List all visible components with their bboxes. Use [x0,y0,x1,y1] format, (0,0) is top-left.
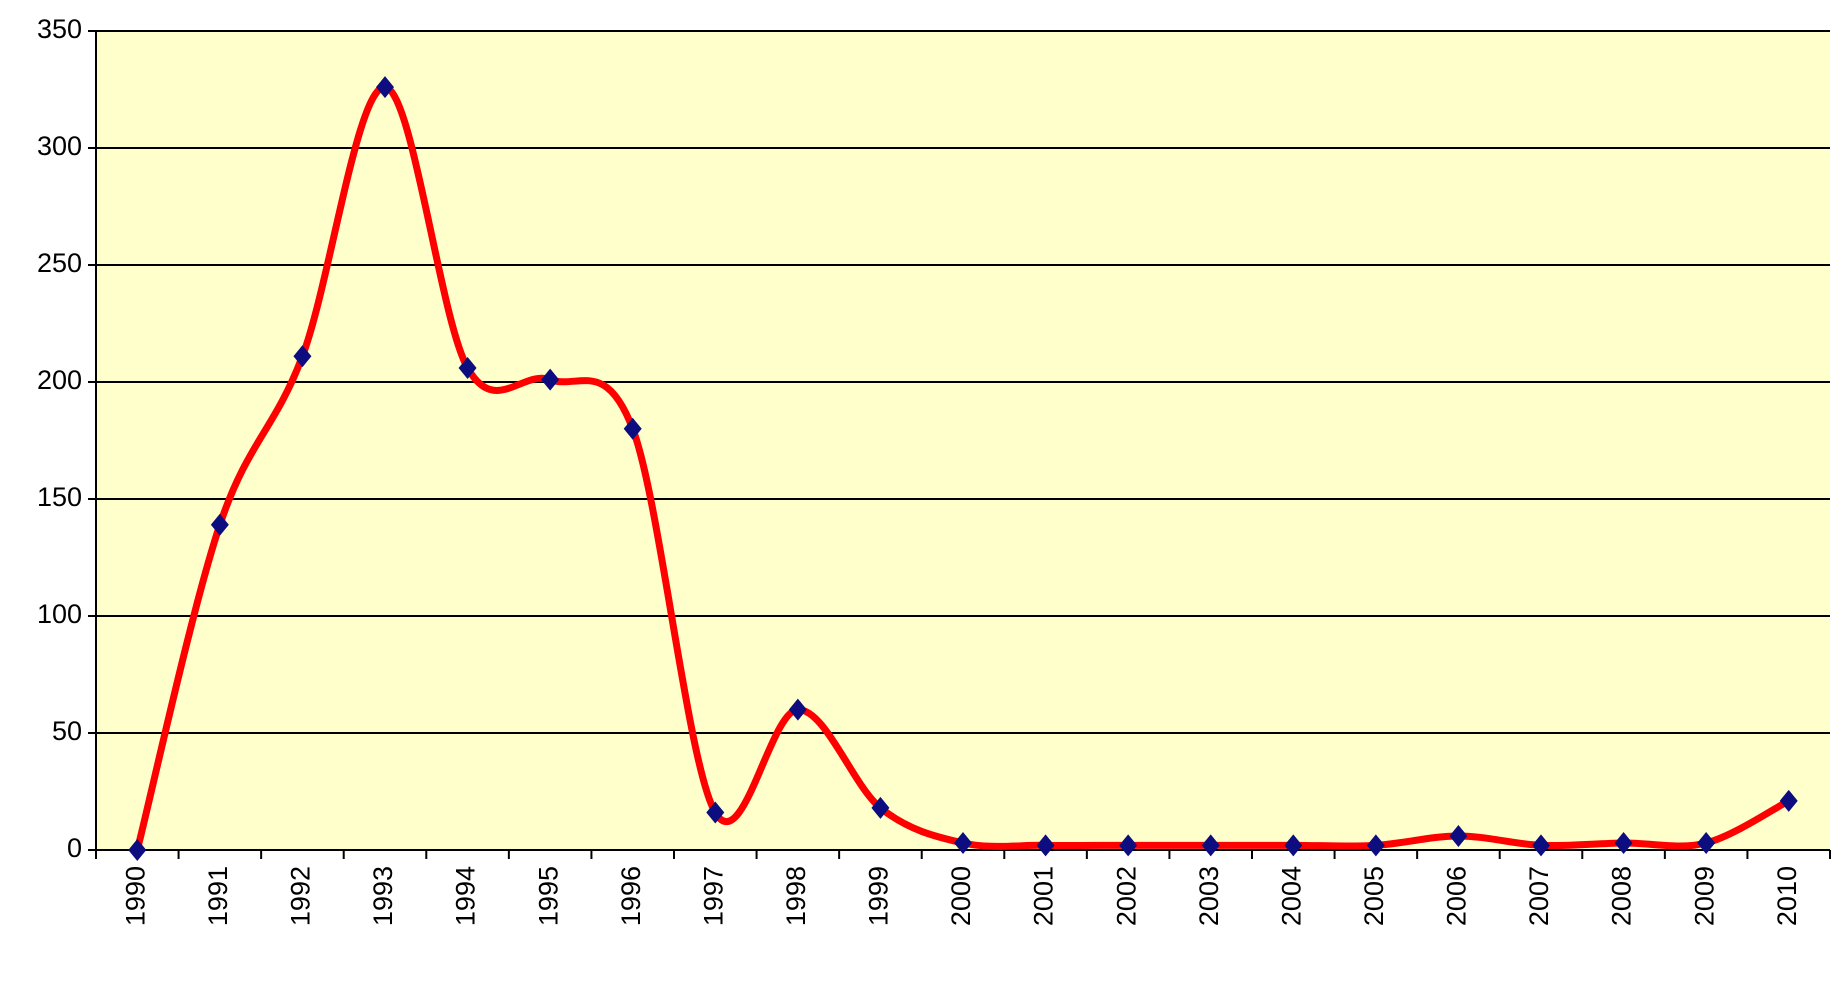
marker [1119,834,1138,857]
x-tick-label: 1991 [203,866,233,926]
x-tick-label: 1998 [781,866,811,926]
marker [623,417,642,440]
marker [871,796,890,819]
marker [1779,789,1798,812]
marker [458,356,477,379]
marker [1697,831,1716,854]
x-tick-label: 1993 [368,866,398,926]
marker [1366,834,1385,857]
x-tick-label: 2007 [1524,866,1554,926]
x-tick-label: 2000 [946,866,976,926]
y-tick-label: 50 [52,716,82,746]
y-tick-label: 100 [37,599,82,629]
marker [1449,824,1468,847]
x-tick-label: 1994 [451,866,481,926]
x-tick-label: 2005 [1359,866,1389,926]
y-tick-label: 200 [37,365,82,395]
x-tick-label: 1992 [286,866,316,926]
x-tick-label: 1995 [533,866,563,926]
x-tick-label: 2006 [1442,866,1472,926]
marker [1036,834,1055,857]
x-tick-label: 1997 [698,866,728,926]
x-tick-label: 1990 [120,866,150,926]
x-tick-label: 2009 [1689,866,1719,926]
marker [293,345,312,368]
x-tick-label: 1999 [864,866,894,926]
y-tick-label: 250 [37,248,82,278]
y-tick-label: 350 [37,14,82,44]
x-tick-label: 2003 [1194,866,1224,926]
marker [954,831,972,854]
x-tick-label: 2008 [1607,866,1637,926]
plot-area [96,31,1830,850]
marker [210,513,229,536]
x-tick-label: 2004 [1276,866,1306,926]
marker [1614,831,1633,854]
x-tick-label: 2001 [1029,866,1059,926]
marker [1284,834,1303,857]
y-tick-label: 300 [37,131,82,161]
y-tick-label: 150 [37,482,82,512]
marker [1532,834,1550,857]
marker [788,698,807,721]
marker [541,368,560,391]
x-tick-label: 2002 [1111,866,1141,926]
marker [128,839,147,861]
marker [706,801,725,824]
marker [376,76,394,99]
y-tick-label: 0 [67,833,82,863]
x-tick-label: 2010 [1772,866,1802,926]
x-tick-label: 1996 [616,866,646,926]
marker [1201,834,1220,857]
